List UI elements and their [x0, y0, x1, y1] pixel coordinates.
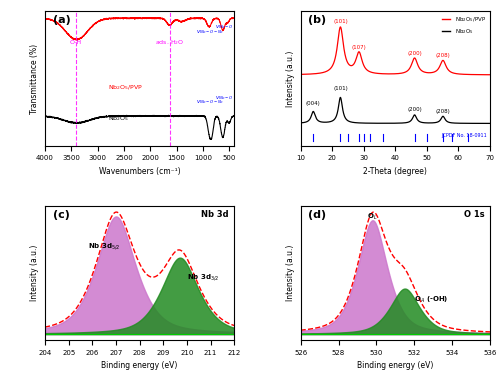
- Text: ads. H$_2$O: ads. H$_2$O: [155, 38, 184, 46]
- X-axis label: 2-Theta (degree): 2-Theta (degree): [364, 167, 428, 176]
- Text: Nb 3d$_{5/2}$: Nb 3d$_{5/2}$: [88, 242, 120, 252]
- Text: Nb 3d: Nb 3d: [201, 210, 228, 219]
- Text: (c): (c): [52, 210, 70, 220]
- Text: Nb$_2$O$_5$: Nb$_2$O$_5$: [108, 114, 129, 123]
- Text: JCPDF No. 18-0911: JCPDF No. 18-0911: [441, 133, 487, 138]
- X-axis label: Binding energy (eV): Binding energy (eV): [357, 361, 434, 370]
- Text: O$_L$: O$_L$: [368, 212, 378, 222]
- Y-axis label: Intensity (a.u.): Intensity (a.u.): [30, 245, 40, 301]
- Text: O$_A$ (-OH): O$_A$ (-OH): [414, 295, 448, 305]
- Text: (208): (208): [436, 109, 450, 114]
- Y-axis label: Transmittance (%): Transmittance (%): [30, 43, 40, 113]
- Text: O 1s: O 1s: [464, 210, 484, 219]
- Text: $v_{Nb-O-Nb}$: $v_{Nb-O-Nb}$: [196, 98, 224, 106]
- X-axis label: Wavenumbers (cm⁻¹): Wavenumbers (cm⁻¹): [99, 167, 180, 176]
- Text: O-H: O-H: [70, 40, 82, 45]
- Text: (200): (200): [407, 107, 422, 112]
- Text: $v_{Nb-O}$: $v_{Nb-O}$: [214, 94, 233, 102]
- Legend: Nb$_2$O$_5$/PVP, Nb$_2$O$_5$: Nb$_2$O$_5$/PVP, Nb$_2$O$_5$: [441, 14, 487, 37]
- Text: (208): (208): [436, 54, 450, 59]
- Text: (107): (107): [352, 45, 366, 50]
- Text: Nb 3d$_{3/2}$: Nb 3d$_{3/2}$: [187, 272, 220, 283]
- Text: $v_{Nb-O}$: $v_{Nb-O}$: [214, 23, 233, 31]
- Text: (200): (200): [407, 51, 422, 56]
- Text: Nb$_2$O$_5$/PVP: Nb$_2$O$_5$/PVP: [108, 83, 144, 92]
- Text: $v_{Nb-O-Nb}$: $v_{Nb-O-Nb}$: [196, 28, 224, 36]
- Text: (004): (004): [306, 101, 320, 105]
- Y-axis label: Intensity (a.u.): Intensity (a.u.): [286, 245, 295, 301]
- Text: (d): (d): [308, 210, 326, 220]
- X-axis label: Binding energy (eV): Binding energy (eV): [102, 361, 178, 370]
- Y-axis label: Intensity (a.u.): Intensity (a.u.): [286, 50, 295, 107]
- Text: (a): (a): [52, 15, 70, 25]
- Text: (b): (b): [308, 15, 326, 25]
- Text: (101): (101): [333, 19, 348, 24]
- Text: (101): (101): [333, 87, 348, 91]
